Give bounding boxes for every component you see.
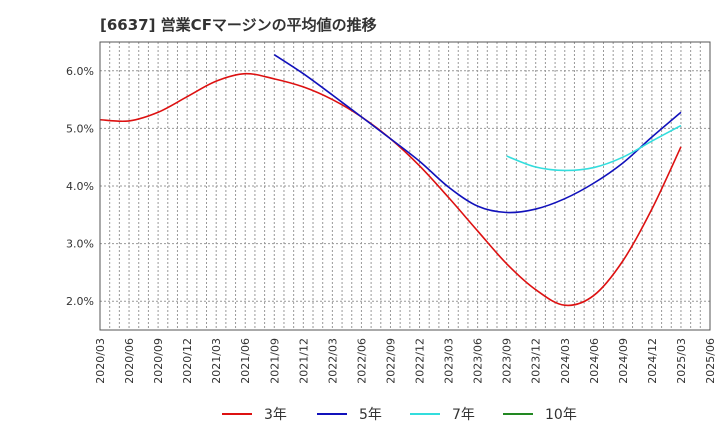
x-tick-label: 2023/06 <box>472 338 485 384</box>
series-line-3 <box>506 124 682 172</box>
x-tick-label: 2023/03 <box>443 338 456 384</box>
grid <box>100 42 710 330</box>
series-line-2 <box>273 54 682 214</box>
x-tick-label: 2021/06 <box>239 338 252 384</box>
x-tick-label: 2024/06 <box>588 338 601 384</box>
plot-area-frame <box>99 41 711 331</box>
y-tick-label: 3.0% <box>66 238 94 251</box>
x-tick-label: 2023/12 <box>530 338 543 384</box>
x-tick-label: 2023/09 <box>501 338 514 384</box>
chart-title: [6637] 営業CFマージンの平均値の推移 <box>100 16 377 34</box>
x-tick-label: 2024/03 <box>559 338 572 384</box>
x-tick-label: 2022/12 <box>414 338 427 384</box>
y-tick-label: 2.0% <box>66 295 94 308</box>
x-tick-label: 2022/09 <box>384 338 397 384</box>
x-tick-label: 2020/03 <box>94 338 107 384</box>
x-axis-ticks: 2020/03 2020/06 2020/09 2020/12 2021/03 2021/… <box>94 338 717 384</box>
x-tick-label: 2024/12 <box>646 338 659 384</box>
y-axis-ticks: 2.0% 3.0% 4.0% 5.0% 6.0% <box>66 65 94 308</box>
y-tick-label: 6.0% <box>66 65 94 78</box>
x-tick-label: 2020/09 <box>152 338 165 384</box>
legend-label: 7年 <box>452 407 475 423</box>
y-tick-label: 4.0% <box>66 180 94 193</box>
x-tick-label: 2025/06 <box>704 338 717 384</box>
x-tick-label: 2020/06 <box>123 338 136 384</box>
x-tick-label: 2025/03 <box>675 338 688 384</box>
x-tick-label: 2021/12 <box>297 338 310 384</box>
x-tick-label: 2021/03 <box>210 338 223 384</box>
x-tick-label: 2022/06 <box>355 338 368 384</box>
x-tick-label: 2022/03 <box>326 338 339 384</box>
x-tick-label: 2024/09 <box>617 338 630 384</box>
legend-label: 5年 <box>359 407 382 423</box>
x-tick-label: 2020/12 <box>181 338 194 384</box>
legend-label: 3年 <box>264 407 287 423</box>
legend-label: 10年 <box>545 407 577 423</box>
series-lines <box>99 54 682 307</box>
legend: 3年 5年 7年 10年 <box>222 407 577 423</box>
y-tick-label: 5.0% <box>66 122 94 135</box>
x-tick-label: 2021/09 <box>268 338 281 384</box>
